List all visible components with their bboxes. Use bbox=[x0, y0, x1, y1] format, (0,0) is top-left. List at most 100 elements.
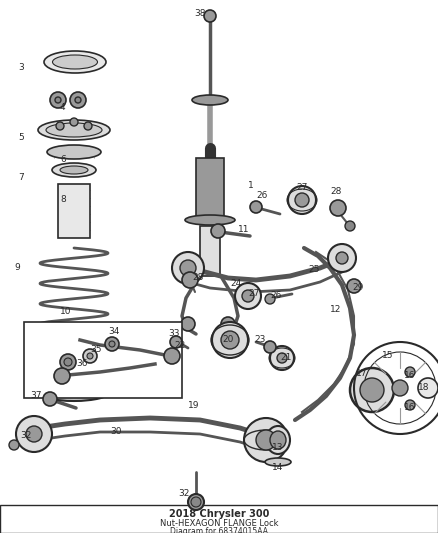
Circle shape bbox=[191, 497, 201, 507]
Text: 15: 15 bbox=[382, 351, 393, 360]
Circle shape bbox=[250, 201, 262, 213]
Circle shape bbox=[204, 10, 216, 22]
Ellipse shape bbox=[46, 123, 102, 137]
Text: 9: 9 bbox=[14, 263, 20, 272]
Circle shape bbox=[188, 494, 204, 510]
Circle shape bbox=[328, 244, 356, 272]
Circle shape bbox=[360, 378, 384, 402]
Text: 23: 23 bbox=[254, 335, 265, 344]
Ellipse shape bbox=[47, 387, 101, 397]
Bar bbox=[0, 505, 438, 533]
Text: 1: 1 bbox=[248, 181, 254, 190]
Circle shape bbox=[105, 337, 119, 351]
Text: 11: 11 bbox=[238, 225, 250, 235]
Circle shape bbox=[83, 349, 97, 363]
Circle shape bbox=[221, 317, 235, 331]
Circle shape bbox=[221, 331, 239, 349]
Circle shape bbox=[405, 367, 415, 377]
Circle shape bbox=[211, 224, 225, 238]
Text: 22: 22 bbox=[174, 342, 185, 351]
Circle shape bbox=[265, 294, 275, 304]
Circle shape bbox=[70, 92, 86, 108]
Text: 37: 37 bbox=[30, 392, 42, 400]
Circle shape bbox=[288, 186, 316, 214]
Circle shape bbox=[172, 252, 204, 284]
Text: 16: 16 bbox=[404, 403, 416, 413]
Text: 18: 18 bbox=[418, 384, 430, 392]
Text: 30: 30 bbox=[110, 427, 121, 437]
Circle shape bbox=[109, 341, 115, 347]
Circle shape bbox=[405, 400, 415, 410]
Text: 32: 32 bbox=[178, 489, 189, 498]
Circle shape bbox=[43, 392, 57, 406]
Circle shape bbox=[347, 279, 361, 293]
Circle shape bbox=[64, 358, 72, 366]
FancyBboxPatch shape bbox=[58, 184, 90, 238]
Circle shape bbox=[350, 368, 394, 412]
Text: 26: 26 bbox=[256, 191, 267, 200]
Circle shape bbox=[235, 283, 261, 309]
Text: 5: 5 bbox=[18, 133, 24, 142]
Text: 20: 20 bbox=[222, 335, 233, 344]
Circle shape bbox=[55, 97, 61, 103]
Text: 26: 26 bbox=[270, 292, 281, 301]
Text: 33: 33 bbox=[168, 329, 180, 338]
Ellipse shape bbox=[38, 383, 110, 401]
Circle shape bbox=[164, 348, 180, 364]
Circle shape bbox=[181, 317, 195, 331]
Text: 29: 29 bbox=[352, 284, 364, 293]
Text: 28: 28 bbox=[330, 188, 341, 197]
Circle shape bbox=[392, 380, 408, 396]
Text: 36: 36 bbox=[76, 359, 88, 368]
Circle shape bbox=[256, 430, 276, 450]
Text: 32: 32 bbox=[20, 432, 32, 440]
Ellipse shape bbox=[266, 426, 290, 454]
Ellipse shape bbox=[53, 55, 98, 69]
Circle shape bbox=[180, 260, 196, 276]
Circle shape bbox=[242, 290, 254, 302]
Text: 38: 38 bbox=[194, 10, 205, 19]
Circle shape bbox=[84, 122, 92, 130]
Circle shape bbox=[270, 346, 294, 370]
Text: 13: 13 bbox=[272, 443, 283, 453]
Circle shape bbox=[26, 426, 42, 442]
Circle shape bbox=[75, 97, 81, 103]
Circle shape bbox=[54, 368, 70, 384]
Text: 14: 14 bbox=[272, 464, 283, 472]
Text: Diagram for 68374015AA: Diagram for 68374015AA bbox=[170, 528, 268, 533]
Text: 35: 35 bbox=[90, 345, 102, 354]
Circle shape bbox=[50, 92, 66, 108]
Circle shape bbox=[345, 221, 355, 231]
Circle shape bbox=[170, 336, 182, 348]
FancyBboxPatch shape bbox=[196, 158, 224, 218]
Circle shape bbox=[212, 322, 248, 358]
Circle shape bbox=[182, 272, 198, 288]
Text: 7: 7 bbox=[18, 174, 24, 182]
Text: 34: 34 bbox=[108, 327, 120, 336]
Ellipse shape bbox=[52, 163, 96, 177]
Text: 6: 6 bbox=[60, 156, 66, 165]
FancyBboxPatch shape bbox=[200, 226, 220, 276]
Text: 4: 4 bbox=[60, 103, 66, 112]
Ellipse shape bbox=[44, 51, 106, 73]
Text: 8: 8 bbox=[60, 196, 66, 205]
Circle shape bbox=[295, 193, 309, 207]
Text: 3: 3 bbox=[18, 63, 24, 72]
Text: 21: 21 bbox=[280, 353, 291, 362]
Circle shape bbox=[244, 418, 288, 462]
Circle shape bbox=[56, 122, 64, 130]
Text: 16: 16 bbox=[404, 372, 416, 381]
Circle shape bbox=[16, 416, 52, 452]
Ellipse shape bbox=[270, 431, 286, 449]
Ellipse shape bbox=[265, 458, 291, 466]
Ellipse shape bbox=[192, 95, 228, 105]
Text: 2018 Chrysler 300: 2018 Chrysler 300 bbox=[169, 509, 269, 519]
Circle shape bbox=[418, 378, 438, 398]
Circle shape bbox=[264, 341, 276, 353]
Bar bbox=[24, 322, 182, 398]
Circle shape bbox=[330, 200, 346, 216]
Text: 19: 19 bbox=[188, 401, 199, 410]
Text: 27: 27 bbox=[248, 289, 259, 298]
Text: 25: 25 bbox=[308, 265, 319, 274]
Ellipse shape bbox=[60, 166, 88, 174]
